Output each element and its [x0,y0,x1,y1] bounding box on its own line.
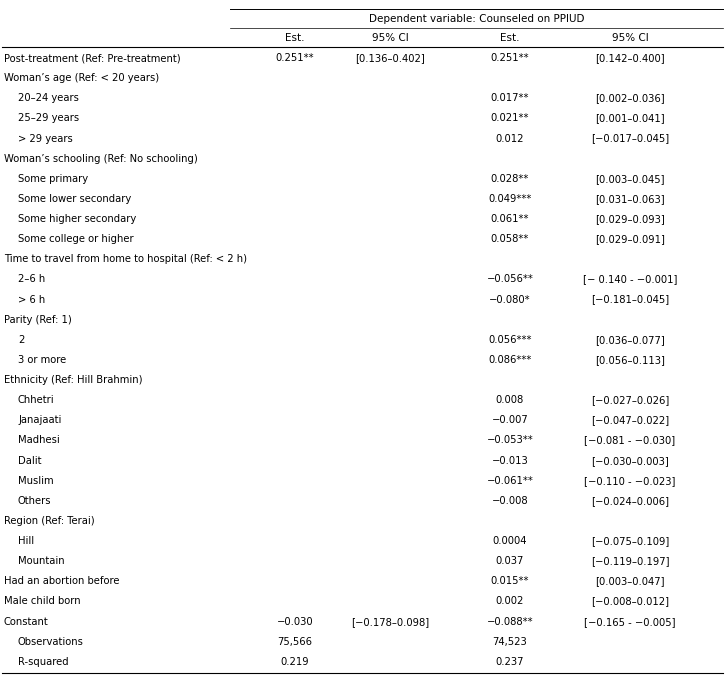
Text: Others: Others [18,496,52,506]
Text: 0.251**: 0.251** [276,53,314,63]
Text: −0.061**: −0.061** [486,475,534,486]
Text: [−0.110 - −0.023]: [−0.110 - −0.023] [585,475,675,486]
Text: 0.086***: 0.086*** [489,355,531,365]
Text: [0.001–0.041]: [0.001–0.041] [595,114,664,123]
Text: 25–29 years: 25–29 years [18,114,79,123]
Text: 0.017**: 0.017** [491,94,529,103]
Text: Est.: Est. [285,33,305,43]
Text: 0.251**: 0.251** [491,53,529,63]
Text: Mountain: Mountain [18,556,65,566]
Text: [0.056–0.113]: [0.056–0.113] [595,355,665,365]
Text: Time to travel from home to hospital (Ref: < 2 h): Time to travel from home to hospital (Re… [4,254,247,264]
Text: [− 0.140 - −0.001]: [− 0.140 - −0.001] [583,274,677,284]
Text: [0.003–0.045]: [0.003–0.045] [595,174,664,184]
Text: 0.049***: 0.049*** [489,194,531,204]
Text: 2: 2 [18,335,25,345]
Text: 95% CI: 95% CI [611,33,648,43]
Text: Est.: Est. [500,33,520,43]
Text: [−0.027–0.026]: [−0.027–0.026] [591,395,669,405]
Text: 0.037: 0.037 [496,556,524,566]
Text: [0.002–0.036]: [0.002–0.036] [595,94,664,103]
Text: [0.031–0.063]: [0.031–0.063] [595,194,664,204]
Text: [−0.075–0.109]: [−0.075–0.109] [591,536,669,546]
Text: 0.219: 0.219 [281,657,309,667]
Text: [−0.047–0.022]: [−0.047–0.022] [591,415,669,426]
Text: [−0.165 - −0.005]: [−0.165 - −0.005] [585,617,676,626]
Text: Chhetri: Chhetri [18,395,55,405]
Text: [−0.008–0.012]: [−0.008–0.012] [591,597,669,606]
Text: 95% CI: 95% CI [371,33,409,43]
Text: 0.012: 0.012 [496,134,524,143]
Text: Dalit: Dalit [18,455,41,466]
Text: [−0.119–0.197]: [−0.119–0.197] [591,556,670,566]
Text: Some higher secondary: Some higher secondary [18,214,136,224]
Text: [0.029–0.091]: [0.029–0.091] [595,234,665,244]
Text: Dependent variable: Counseled on PPIUD: Dependent variable: Counseled on PPIUD [369,14,585,24]
Text: [0.036–0.077]: [0.036–0.077] [595,335,665,345]
Text: Woman’s age (Ref: < 20 years): Woman’s age (Ref: < 20 years) [4,73,159,83]
Text: Ethnicity (Ref: Hill Brahmin): Ethnicity (Ref: Hill Brahmin) [4,375,142,385]
Text: Hill: Hill [18,536,34,546]
Text: 0.0004: 0.0004 [493,536,527,546]
Text: 0.028**: 0.028** [491,174,529,184]
Text: 0.237: 0.237 [496,657,524,667]
Text: 0.058**: 0.058** [491,234,529,244]
Text: 2–6 h: 2–6 h [18,274,45,284]
Text: 20–24 years: 20–24 years [18,94,79,103]
Text: −0.080*: −0.080* [489,295,531,305]
Text: [−0.017–0.045]: [−0.017–0.045] [591,134,669,143]
Text: −0.030: −0.030 [277,617,313,626]
Text: −0.008: −0.008 [491,496,529,506]
Text: 0.056***: 0.056*** [489,335,531,345]
Text: Region (Ref: Terai): Region (Ref: Terai) [4,516,95,526]
Text: −0.056**: −0.056** [486,274,534,284]
Text: [−0.030–0.003]: [−0.030–0.003] [591,455,669,466]
Text: > 29 years: > 29 years [18,134,73,143]
Text: [−0.024–0.006]: [−0.024–0.006] [591,496,669,506]
Text: 0.015**: 0.015** [491,577,529,586]
Text: Muslim: Muslim [18,475,54,486]
Text: 0.002: 0.002 [496,597,524,606]
Text: [−0.081 - −0.030]: [−0.081 - −0.030] [585,435,675,446]
Text: 0.008: 0.008 [496,395,524,405]
Text: [0.003–0.047]: [0.003–0.047] [595,577,664,586]
Text: 0.061**: 0.061** [491,214,529,224]
Text: [0.029–0.093]: [0.029–0.093] [595,214,665,224]
Text: 74,523: 74,523 [493,637,527,647]
Text: Some college or higher: Some college or higher [18,234,134,244]
Text: Observations: Observations [18,637,84,647]
Text: [0.136–0.402]: [0.136–0.402] [355,53,425,63]
Text: Some primary: Some primary [18,174,88,184]
Text: [−0.178–0.098]: [−0.178–0.098] [351,617,429,626]
Text: Some lower secondary: Some lower secondary [18,194,132,204]
Text: Janajaati: Janajaati [18,415,61,426]
Text: Parity (Ref: 1): Parity (Ref: 1) [4,315,72,325]
Text: −0.088**: −0.088** [486,617,534,626]
Text: −0.013: −0.013 [491,455,529,466]
Text: R-squared: R-squared [18,657,68,667]
Text: 3 or more: 3 or more [18,355,66,365]
Text: −0.053**: −0.053** [486,435,534,446]
Text: Had an abortion before: Had an abortion before [4,577,119,586]
Text: Male child born: Male child born [4,597,81,606]
Text: Post-treatment (Ref: Pre-treatment): Post-treatment (Ref: Pre-treatment) [4,53,180,63]
Text: > 6 h: > 6 h [18,295,45,305]
Text: 0.021**: 0.021** [491,114,529,123]
Text: [−0.181–0.045]: [−0.181–0.045] [591,295,669,305]
Text: Madhesi: Madhesi [18,435,60,446]
Text: Woman’s schooling (Ref: No schooling): Woman’s schooling (Ref: No schooling) [4,154,198,164]
Text: 75,566: 75,566 [278,637,313,647]
Text: Constant: Constant [4,617,49,626]
Text: −0.007: −0.007 [491,415,529,426]
Text: [0.142–0.400]: [0.142–0.400] [595,53,664,63]
